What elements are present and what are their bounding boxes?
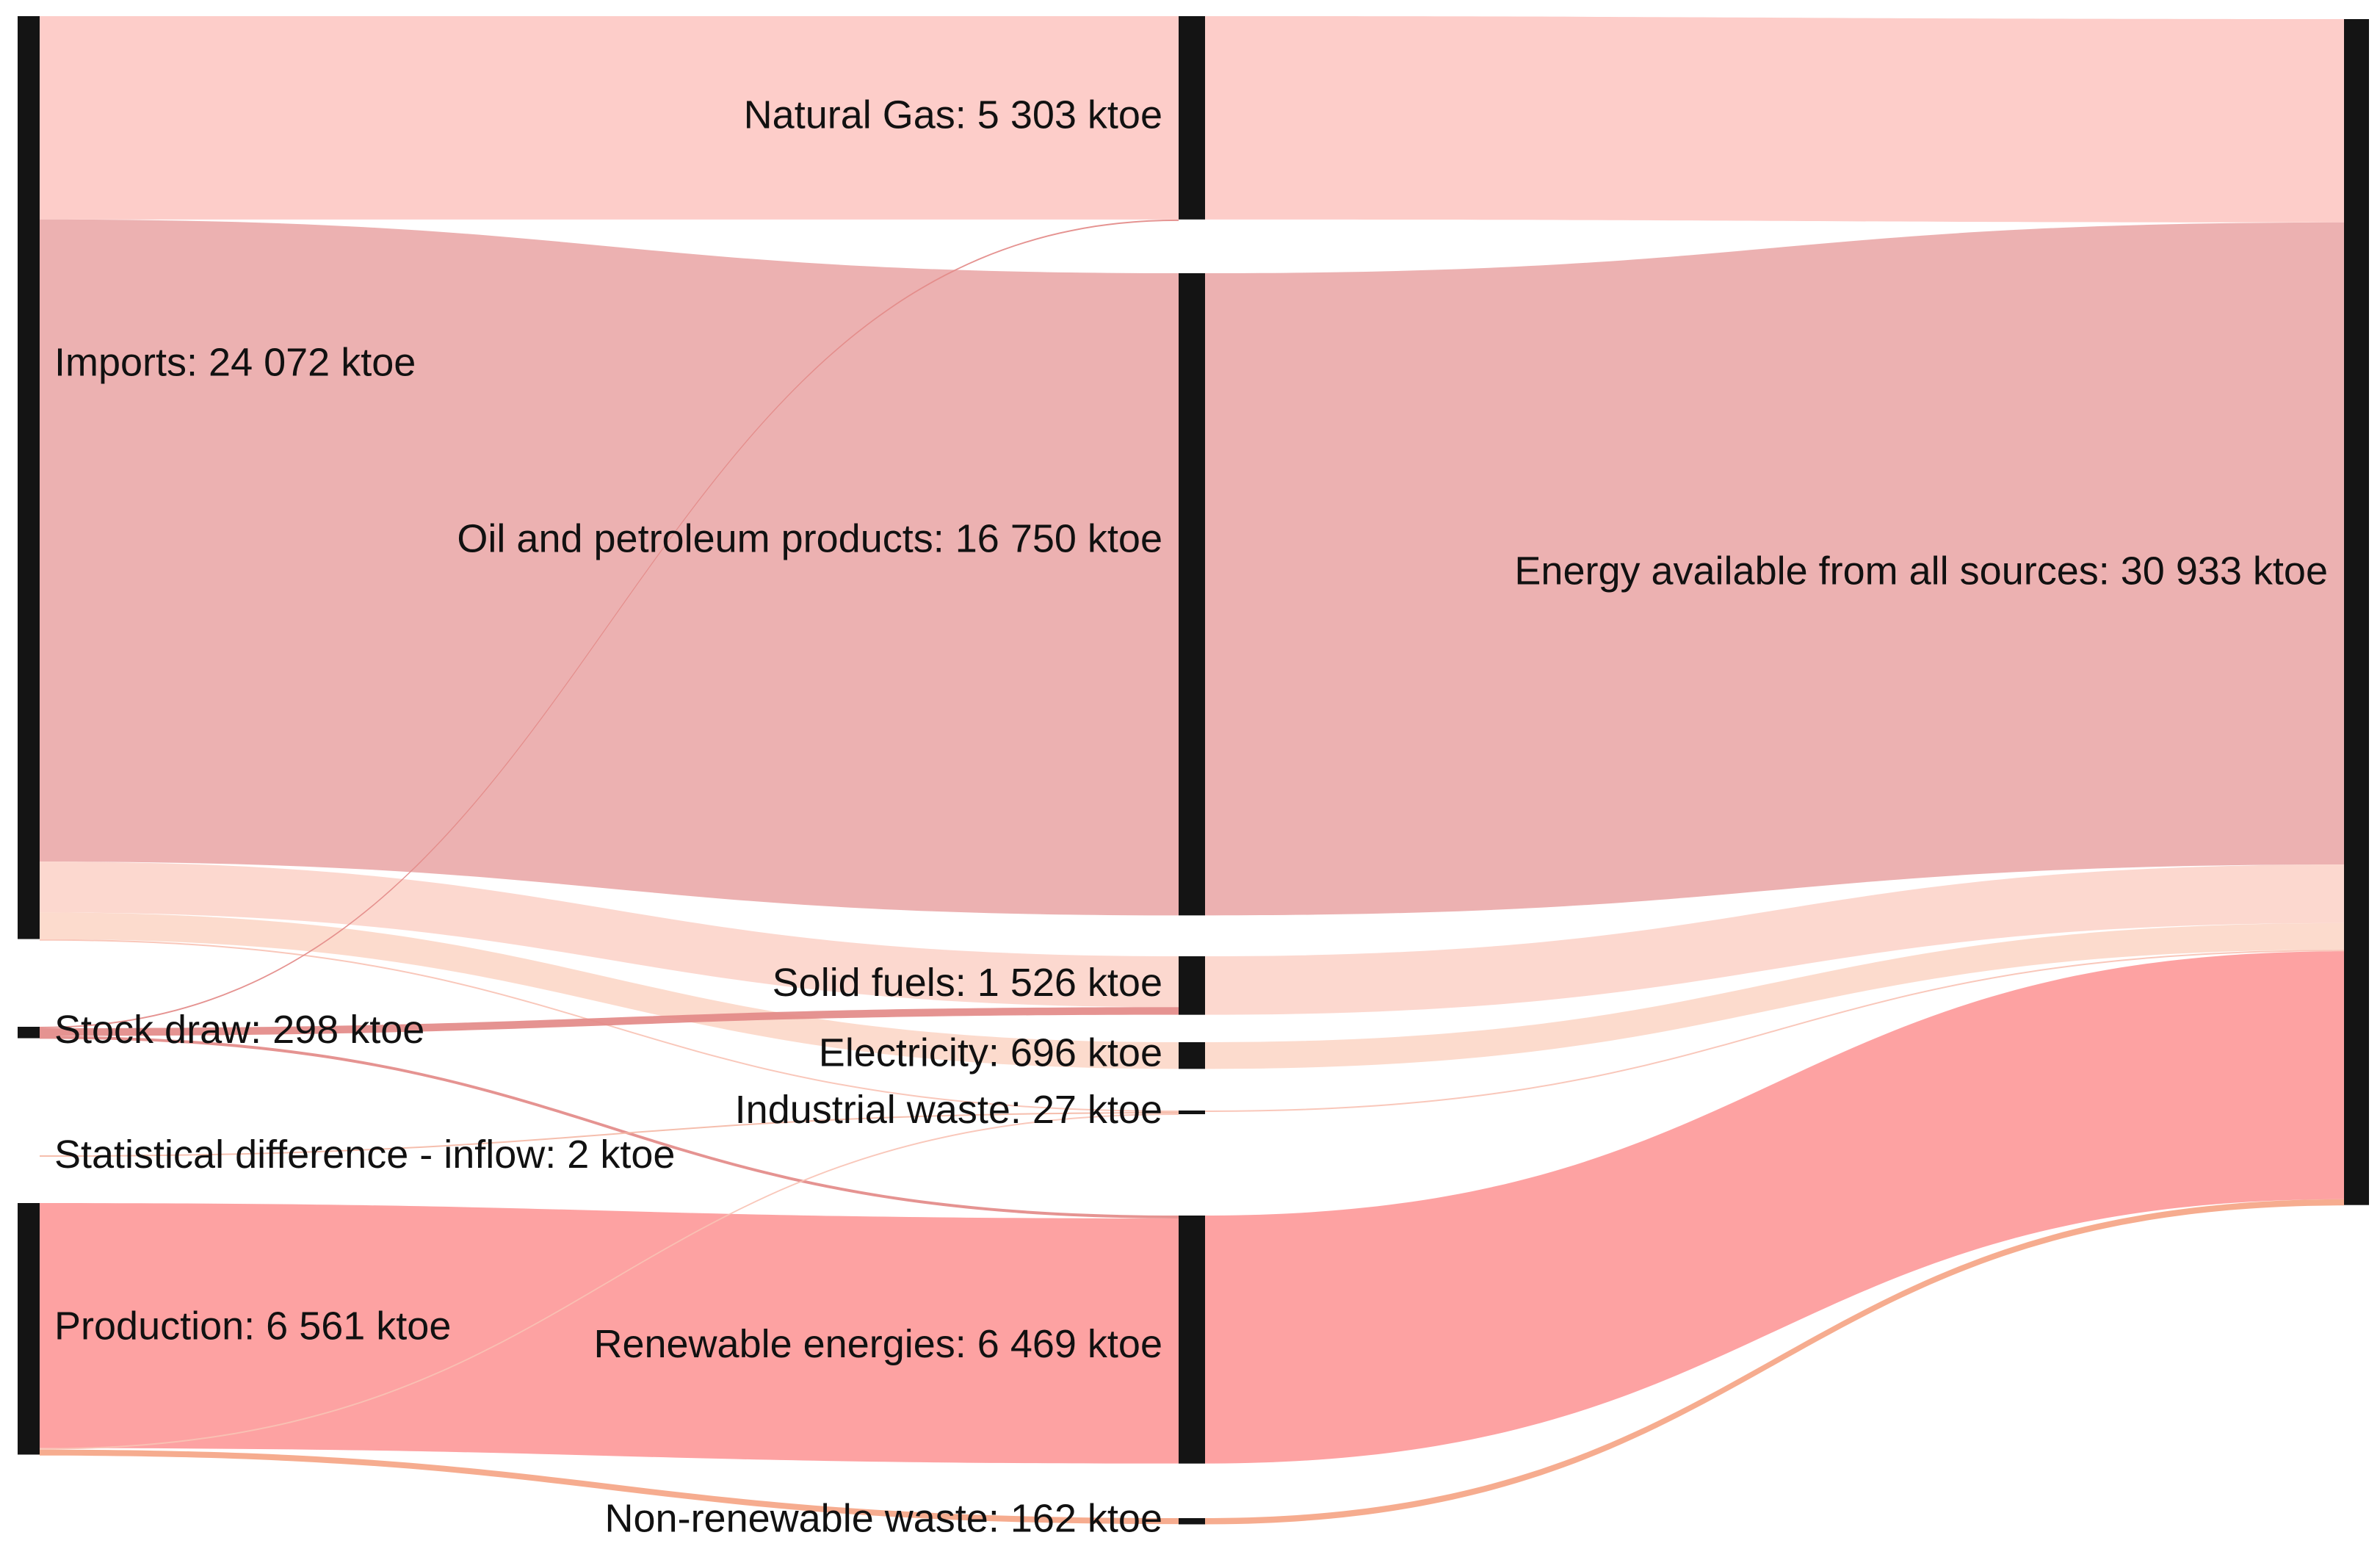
link-non_renewable_waste-to-energy_available bbox=[1205, 1199, 2344, 1525]
node-oil bbox=[1179, 273, 1205, 916]
link-stock_draw-to-natural_gas bbox=[40, 219, 1179, 1028]
node-energy_available bbox=[2344, 19, 2369, 1205]
link-renewables-to-energy_available bbox=[1205, 951, 2344, 1464]
node-label-industrial_waste: Industrial waste: 27 ktoe bbox=[735, 1088, 1162, 1132]
link-imports-to-industrial_waste bbox=[40, 939, 1179, 1112]
link-electricity-to-energy_available bbox=[1205, 922, 2344, 1069]
link-production-to-industrial_waste bbox=[40, 1113, 1179, 1450]
node-label-stock_draw: Stock draw: 298 ktoe bbox=[54, 1008, 424, 1052]
node-label-electricity: Electricity: 696 ktoe bbox=[819, 1030, 1162, 1075]
sankey-links bbox=[40, 16, 2344, 1525]
node-label-non_renewable_waste: Non-renewable waste: 162 ktoe bbox=[605, 1496, 1162, 1540]
node-production bbox=[18, 1203, 40, 1455]
node-natural_gas bbox=[1179, 16, 1205, 220]
link-oil-to-energy_available bbox=[1205, 222, 2344, 916]
sankey-labels: Imports: 24 072 ktoe Stock draw: 298 ktoe… bbox=[54, 93, 2328, 1541]
link-natural_gas-to-energy_available bbox=[1205, 16, 2344, 223]
node-label-imports: Imports: 24 072 ktoe bbox=[54, 341, 416, 385]
node-label-natural_gas: Natural Gas: 5 303 ktoe bbox=[744, 93, 1162, 137]
link-production-to-non_renewable_waste bbox=[40, 1449, 1179, 1525]
node-label-production: Production: 6 561 ktoe bbox=[54, 1304, 451, 1348]
link-industrial_waste-to-energy_available bbox=[1205, 950, 2344, 1112]
link-solid_fuels-to-energy_available bbox=[1205, 864, 2344, 1015]
node-electricity bbox=[1179, 1042, 1205, 1069]
node-label-renewables: Renewable energies: 6 469 ktoe bbox=[593, 1322, 1162, 1366]
node-stock_draw bbox=[18, 1027, 40, 1039]
link-stat_diff-to-industrial_waste bbox=[40, 1112, 1179, 1157]
link-imports-to-electricity bbox=[40, 912, 1179, 1069]
link-production-to-renewables bbox=[40, 1203, 1179, 1464]
node-label-stat_diff: Statistical difference - inflow: 2 ktoe bbox=[54, 1133, 675, 1177]
node-imports bbox=[18, 16, 40, 939]
link-imports-to-oil bbox=[40, 219, 1179, 916]
link-imports-to-natural_gas bbox=[40, 16, 1179, 220]
node-renewables bbox=[1179, 1216, 1205, 1464]
node-industrial_waste bbox=[1179, 1111, 1205, 1114]
link-stock_draw-to-solid_fuels bbox=[40, 1007, 1179, 1036]
link-imports-to-solid_fuels bbox=[40, 862, 1179, 1008]
node-label-energy_available: Energy available from all sources: 30 93… bbox=[1514, 549, 2328, 593]
node-non_renewable_waste bbox=[1179, 1518, 1205, 1525]
node-label-oil: Oil and petroleum products: 16 750 ktoe bbox=[457, 516, 1162, 560]
node-solid_fuels bbox=[1179, 956, 1205, 1015]
node-label-solid_fuels: Solid fuels: 1 526 ktoe bbox=[773, 961, 1162, 1005]
link-stock_draw-to-renewables bbox=[40, 1036, 1179, 1218]
sankey-nodes bbox=[18, 16, 2369, 1525]
